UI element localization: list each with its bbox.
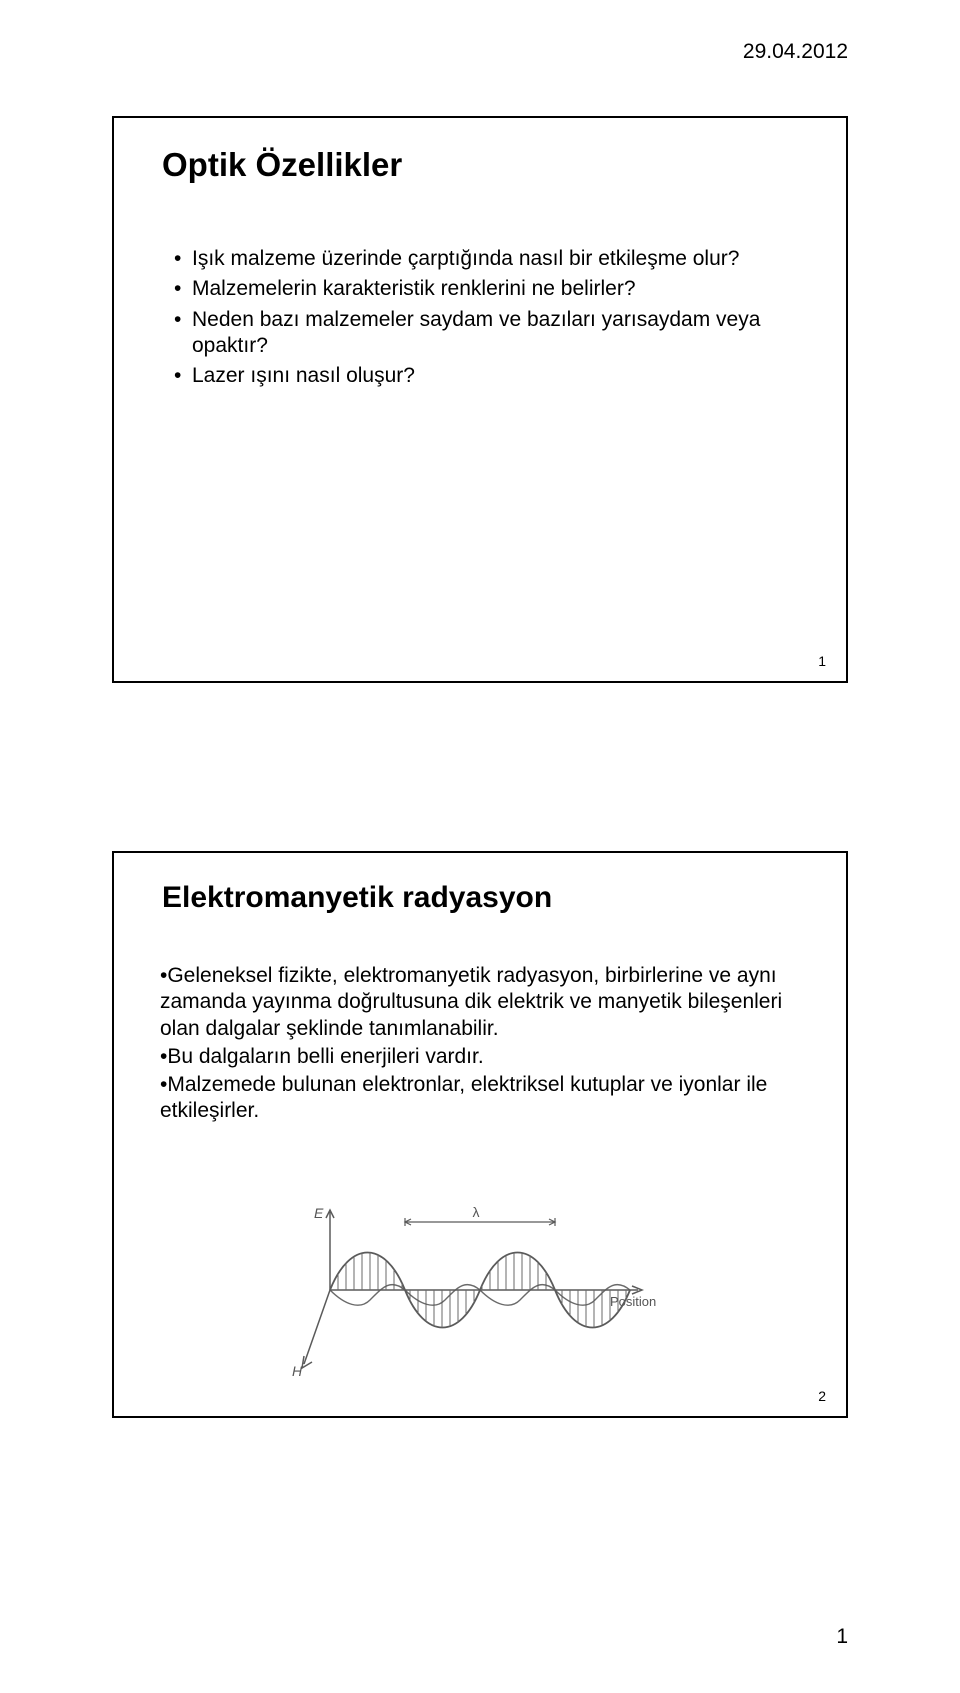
slide-1-title: Optik Özellikler <box>162 146 804 184</box>
paragraph: •Bu dalgaların belli enerjileri vardır. <box>160 1044 804 1070</box>
slide-2-body: •Geleneksel fizikte, elektromanyetik rad… <box>156 963 804 1125</box>
slide-2-number: 2 <box>818 1388 826 1404</box>
axis-label-h: H <box>292 1363 303 1379</box>
document-date: 29.04.2012 <box>743 40 848 64</box>
slide-2-title: Elektromanyetik radyasyon <box>162 881 804 915</box>
axis-label-position: Position <box>610 1294 656 1309</box>
list-item: Malzemelerin karakteristik renklerini ne… <box>174 276 804 302</box>
electromagnetic-wave-diagram: E H Position <box>290 1200 670 1380</box>
document-page: 29.04.2012 Optik Özellikler Işık malzeme… <box>0 0 960 1693</box>
paragraph: •Malzemede bulunan elektronlar, elektrik… <box>160 1072 804 1125</box>
slide-2-frame: Elektromanyetik radyasyon •Geleneksel fi… <box>112 851 848 1418</box>
slide-1-number: 1 <box>818 653 826 669</box>
slide-1-frame: Optik Özellikler Işık malzeme üzerinde ç… <box>112 116 848 683</box>
list-item: Neden bazı malzemeler saydam ve bazıları… <box>174 307 804 360</box>
wavelength-label: λ <box>473 1204 480 1220</box>
footer-page-number: 1 <box>836 1625 848 1649</box>
list-item: Lazer ışını nasıl oluşur? <box>174 363 804 389</box>
slide-1-bullet-list: Işık malzeme üzerinde çarptığında nasıl … <box>156 246 804 389</box>
axis-label-e: E <box>314 1205 324 1221</box>
paragraph: •Geleneksel fizikte, elektromanyetik rad… <box>160 963 804 1042</box>
list-item: Işık malzeme üzerinde çarptığında nasıl … <box>174 246 804 272</box>
